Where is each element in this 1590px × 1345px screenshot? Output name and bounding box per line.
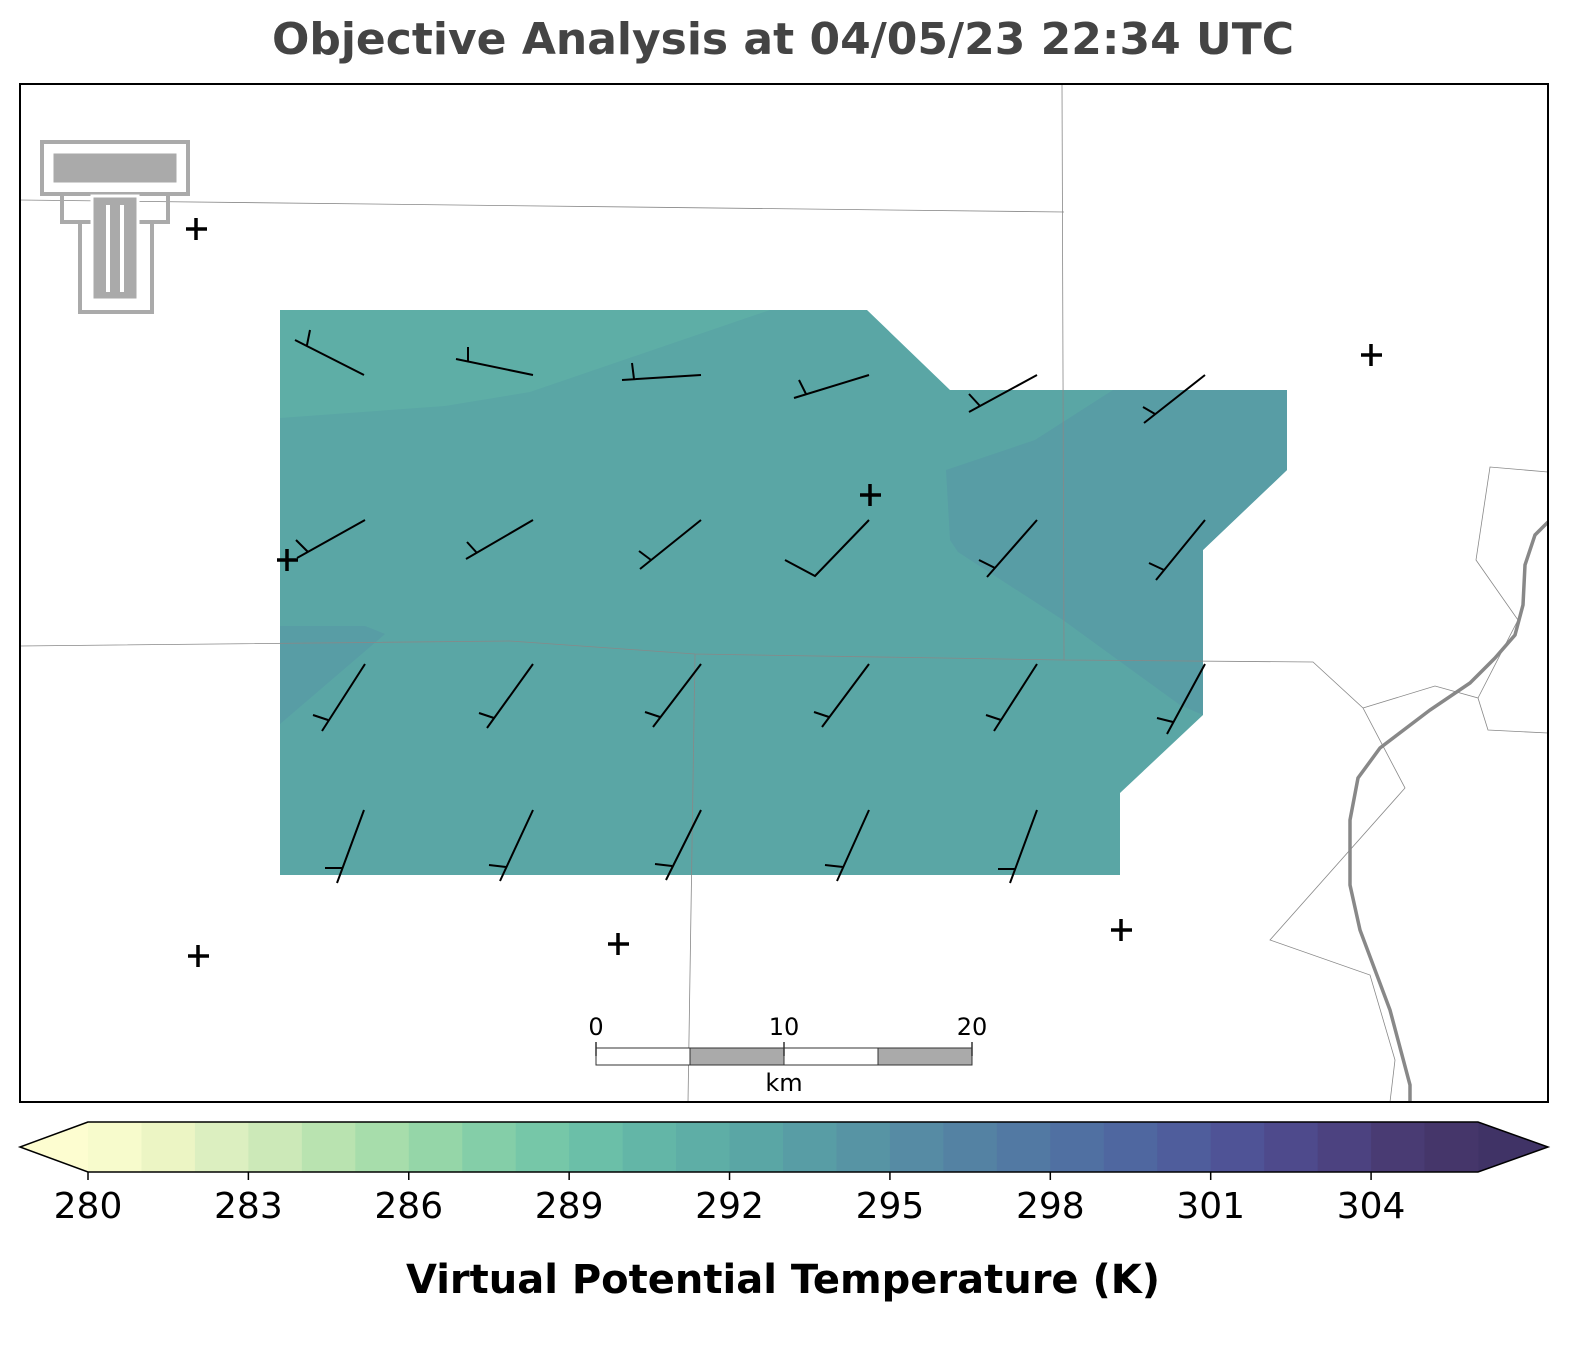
colorbar-tick-label: 301: [1176, 1186, 1245, 1227]
station: [186, 218, 207, 240]
title: Objective Analysis at 04/05/23 22:34 UTC: [272, 14, 1294, 65]
wind-barb: [784, 519, 870, 578]
wind-barb: [644, 663, 702, 728]
wind-barb: [621, 362, 702, 381]
scale-segment: [689, 1047, 785, 1066]
analysis-region: [946, 390, 1287, 715]
colorbar-label: Virtual Potential Temperature (K): [406, 1257, 1160, 1303]
wind-barb: [813, 663, 870, 728]
scale-ticks: 0 10 20: [588, 1013, 987, 1056]
scale-bar: 0 10 20 km: [588, 1013, 987, 1097]
colorbar-box: [141, 1122, 196, 1172]
colorbar-box: [408, 1122, 463, 1172]
colorbar-box: [88, 1122, 142, 1172]
wind-barb: [654, 809, 702, 881]
colorbar-box: [676, 1122, 731, 1172]
analysis-fields: [280, 310, 1287, 875]
colorbar-box: [836, 1122, 891, 1172]
wind-barb: [295, 519, 366, 559]
colorbar: 280 283 286 289 292 295 298 301 304: [17, 1121, 1551, 1227]
colorbar-tick-label: 289: [535, 1186, 604, 1227]
colorbar-box: [462, 1122, 517, 1172]
analysis-region: [280, 310, 770, 418]
scale-segment: [595, 1047, 691, 1066]
wind-barb: [968, 374, 1038, 413]
wind-barb: [455, 347, 534, 376]
colorbar-box: [1210, 1122, 1265, 1172]
logo-fill: [50, 150, 180, 302]
wind-barb: [465, 519, 534, 560]
colorbar-tick-label: 283: [214, 1186, 283, 1227]
analysis-region: [280, 626, 385, 724]
colorbar-box: [1424, 1122, 1479, 1172]
station: [608, 933, 629, 955]
wind-barb: [985, 663, 1038, 732]
colorbar-outline: [17, 1121, 1551, 1173]
colorbar-tick-label: 286: [374, 1186, 443, 1227]
colorbar-box: [1317, 1122, 1372, 1172]
colorbar-box: [783, 1122, 837, 1172]
colorbar-tick-label: 292: [695, 1186, 764, 1227]
colorbar-box: [1371, 1122, 1426, 1172]
colorbar-box: [996, 1122, 1051, 1172]
colorbar-extend-high: [1478, 1122, 1548, 1172]
station: [1111, 919, 1132, 941]
colorbar-box: [248, 1122, 303, 1172]
colorbar-box: [515, 1122, 570, 1172]
wind-barb: [824, 809, 870, 882]
scale-segment: [783, 1047, 879, 1066]
county-borders: [19, 83, 1550, 1103]
wind-barbs: [294, 329, 1206, 884]
station-markers: [186, 218, 1382, 967]
station: [1361, 344, 1382, 366]
colorbar-tick-label: 295: [856, 1186, 925, 1227]
colorbar-tick-label: 304: [1337, 1186, 1406, 1227]
scale-unit: km: [765, 1069, 802, 1097]
wind-barb: [1156, 663, 1206, 735]
wind-barb: [1142, 374, 1206, 424]
scale-tick-label: 20: [957, 1013, 988, 1041]
scale-segment: [877, 1047, 973, 1066]
colorbar-box: [622, 1122, 677, 1172]
colorbar-box: [355, 1122, 410, 1172]
station: [277, 549, 298, 571]
colorbar-box: [889, 1122, 944, 1172]
colorbar-box: [729, 1122, 784, 1172]
state-border: [1348, 520, 1550, 1102]
wind-barb: [312, 663, 366, 732]
wind-barb: [978, 519, 1038, 578]
map-frame: [19, 83, 1549, 1103]
colorbar-box: [1264, 1122, 1319, 1172]
wind-barb: [294, 329, 365, 376]
wind-barb: [998, 809, 1038, 884]
scale-tick-label: 10: [769, 1013, 800, 1041]
logo-detail: [106, 205, 124, 292]
wind-barb: [488, 809, 534, 882]
map: 0 10 20 km: [19, 83, 1550, 1103]
wind-barb: [638, 519, 702, 570]
wind-barb: [793, 374, 870, 399]
colorbar-box: [301, 1122, 356, 1172]
colorbar-tick-label: 298: [1016, 1186, 1085, 1227]
station: [188, 945, 209, 967]
colorbar-box: [1103, 1122, 1158, 1172]
scale-tick-label: 0: [588, 1013, 603, 1041]
logo: [40, 140, 190, 314]
station: [860, 484, 881, 506]
colorbar-box: [1157, 1122, 1212, 1172]
colorbar-box: [569, 1122, 624, 1172]
colorbar-box: [943, 1122, 998, 1172]
border-lines: [19, 83, 1549, 1103]
wind-barb: [1148, 519, 1206, 581]
colorbar-extend-low: [20, 1122, 88, 1172]
wind-barb: [325, 809, 365, 884]
colorbar-box: [194, 1122, 249, 1172]
colorbar-box: [1050, 1122, 1105, 1172]
wind-barb: [478, 663, 534, 729]
colorbar-tick-label: 280: [54, 1186, 123, 1227]
